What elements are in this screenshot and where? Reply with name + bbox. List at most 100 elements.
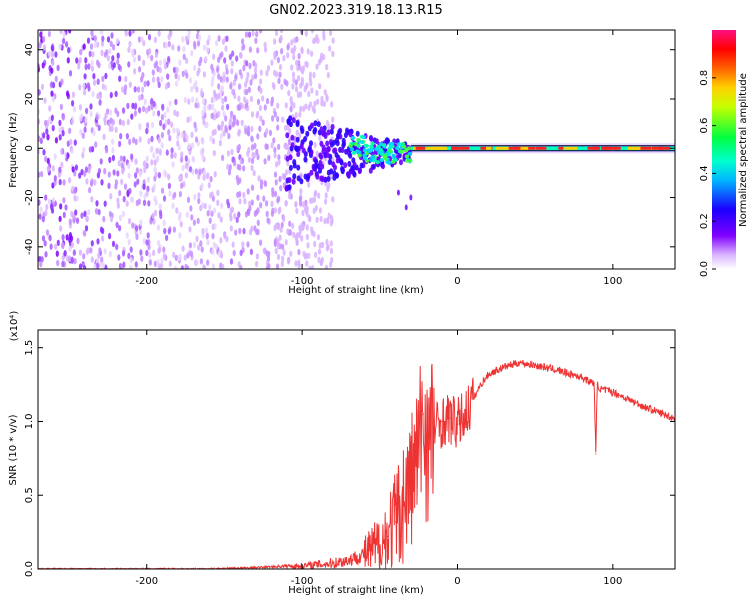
spectral-blob — [209, 135, 213, 142]
spectral-blob — [100, 256, 104, 263]
spectral-blob — [217, 83, 221, 90]
spectral-blob — [211, 129, 215, 137]
spectral-blob — [274, 247, 278, 255]
spectral-blob — [323, 89, 327, 96]
spectral-blob — [145, 239, 149, 246]
spectral-blob — [54, 243, 58, 250]
spectral-blob — [305, 224, 309, 231]
spectral-blob — [181, 164, 185, 172]
spectral-blob — [215, 94, 219, 101]
spectral-blob — [370, 141, 375, 146]
spectral-blob — [211, 263, 215, 269]
spectral-blob — [324, 192, 328, 199]
spectral-blob — [42, 149, 46, 156]
spectral-blob — [289, 250, 293, 257]
spectral-blob — [309, 140, 313, 147]
spectral-blob — [177, 255, 181, 262]
spectral-blob — [62, 179, 66, 186]
spectral-blob — [157, 110, 161, 117]
spectral-blob — [59, 103, 64, 111]
spectral-blob — [212, 96, 216, 103]
spectral-blob — [247, 156, 252, 163]
spectral-blob — [157, 30, 161, 37]
spectral-blob — [235, 216, 239, 224]
spectral-blob — [55, 250, 59, 257]
spectral-blob — [331, 50, 335, 57]
spectral-blob — [78, 249, 82, 256]
spectral-blob — [200, 90, 204, 98]
spectral-blob — [306, 242, 310, 249]
spectral-blob — [100, 40, 105, 47]
spectral-blob — [326, 169, 331, 176]
spectral-blob — [102, 133, 106, 140]
spectral-blob — [353, 142, 359, 147]
spectral-blob — [233, 159, 237, 167]
spectral-blob — [48, 50, 52, 57]
spectral-blob — [252, 169, 256, 177]
spectral-blob — [295, 36, 299, 43]
spectral-blob — [259, 87, 263, 94]
spectral-blob — [142, 237, 146, 245]
spectral-blob — [83, 89, 87, 96]
spectral-blob — [281, 116, 285, 123]
spectral-blob — [116, 170, 120, 177]
spectral-blob — [291, 222, 295, 230]
spectral-blob — [72, 106, 76, 113]
spectral-blob — [301, 147, 306, 154]
spectral-blob — [315, 150, 319, 157]
spectral-blob — [279, 34, 283, 42]
spectral-blob — [194, 168, 198, 175]
spectral-blob — [122, 195, 126, 203]
spectral-blob — [273, 152, 277, 159]
spectral-blob — [259, 78, 263, 85]
spectral-blob — [257, 175, 261, 182]
spectral-blob — [116, 58, 120, 65]
spectral-blob — [284, 102, 288, 109]
spectral-blob — [273, 238, 277, 245]
spectral-blob — [85, 178, 89, 185]
spectral-blob — [166, 73, 170, 80]
spectral-blob — [217, 35, 221, 42]
spectral-blob — [79, 129, 83, 136]
spectral-blob — [169, 30, 173, 37]
spectral-blob — [90, 256, 94, 263]
spectral-blob — [160, 257, 164, 265]
spectral-blob — [192, 82, 197, 90]
spectral-blob — [259, 239, 263, 246]
spectral-blob — [38, 42, 42, 49]
spectral-blob — [273, 51, 277, 58]
spectral-blob — [90, 30, 94, 36]
spectral-blob — [188, 77, 193, 84]
spectral-blob — [295, 136, 300, 143]
spectral-blob — [109, 193, 113, 200]
spectral-blob — [73, 188, 77, 195]
spectral-blob — [123, 183, 128, 190]
spectral-blob — [271, 207, 275, 214]
spectral-blob — [41, 235, 46, 242]
spectral-blob — [202, 174, 206, 181]
stable-line-segment — [506, 146, 519, 150]
spectral-blob — [298, 195, 302, 203]
spectral-blob — [129, 264, 133, 269]
spectral-blob — [230, 68, 234, 75]
spectral-blob — [229, 212, 233, 219]
spectral-blob — [229, 83, 233, 90]
spectral-blob — [348, 131, 353, 138]
spectral-blob — [161, 103, 165, 111]
spectral-blob — [139, 249, 143, 256]
spectral-blob — [103, 248, 107, 255]
spectral-blob — [151, 69, 155, 76]
spectral-blob — [133, 68, 137, 75]
spectral-blob — [140, 255, 144, 262]
spectral-blob — [225, 68, 229, 75]
spectral-blob — [313, 100, 317, 108]
spectral-blob — [318, 83, 322, 90]
spectral-blob — [186, 116, 190, 124]
spectral-blob — [317, 256, 321, 263]
spectral-blob — [138, 228, 142, 236]
spectral-blob — [168, 135, 172, 142]
snr-data-point — [387, 535, 389, 538]
spectral-blob — [212, 53, 216, 60]
spectral-blob — [78, 172, 82, 179]
